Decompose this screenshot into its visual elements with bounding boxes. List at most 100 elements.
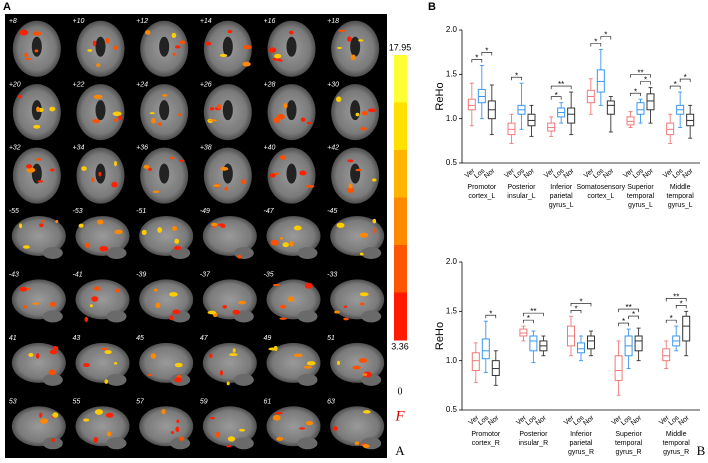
slice-label: +30	[327, 81, 339, 88]
activation	[217, 223, 225, 227]
cerebellum	[106, 373, 127, 386]
category-label: Posterior	[519, 431, 548, 438]
significance-bracket	[523, 312, 544, 317]
cerebellum	[361, 310, 382, 323]
activation	[279, 304, 287, 309]
significance-bracket	[675, 305, 687, 309]
activation	[243, 44, 252, 50]
activation	[162, 94, 168, 97]
activation	[96, 63, 101, 67]
significance-bracket	[628, 315, 639, 320]
activation	[105, 412, 114, 418]
category-label: Posterior	[507, 184, 536, 191]
significance-label: *	[594, 38, 597, 47]
activation	[361, 110, 368, 116]
ventricle	[286, 100, 297, 121]
activation	[348, 183, 353, 189]
activation	[358, 39, 364, 42]
series-label: Nor	[487, 414, 501, 427]
cerebellum	[42, 247, 63, 259]
panel-label: A	[3, 1, 11, 13]
slice-label: 61	[264, 398, 272, 405]
cerebellum	[170, 437, 191, 450]
corner-label: A	[395, 443, 405, 458]
activation	[91, 177, 95, 182]
series-label: Nor	[678, 414, 692, 427]
activation	[169, 292, 178, 297]
activation	[106, 431, 112, 437]
activation	[26, 287, 31, 291]
activation	[93, 437, 99, 443]
activation	[350, 54, 356, 61]
brain-slice	[139, 216, 194, 256]
activation	[219, 53, 228, 57]
activation	[242, 61, 251, 67]
activation	[26, 167, 36, 173]
cerebellum	[361, 247, 382, 259]
significance-bracket	[630, 92, 641, 97]
activation	[283, 102, 288, 109]
activation	[81, 166, 87, 171]
activation	[179, 40, 186, 45]
activation	[23, 245, 30, 249]
slice-label: +12	[136, 18, 148, 25]
activation	[238, 300, 246, 305]
activation	[334, 310, 341, 314]
significance-bracket	[618, 308, 639, 313]
slice-label: +42	[327, 145, 339, 152]
activation	[32, 31, 42, 36]
slice-label: -51	[136, 208, 146, 215]
slice-label: -53	[73, 208, 83, 215]
activation	[91, 296, 99, 302]
activation	[362, 444, 370, 449]
activation	[40, 418, 48, 424]
brain-slice	[202, 342, 257, 383]
activation	[37, 180, 44, 183]
colorbar-band	[394, 197, 407, 246]
activation	[115, 288, 120, 293]
activation	[343, 317, 349, 321]
significance-label: **	[530, 307, 536, 316]
activation	[172, 226, 178, 231]
slice-label: -39	[136, 272, 146, 279]
activation	[50, 168, 55, 172]
significance-label: *	[515, 71, 518, 80]
activation	[306, 361, 316, 366]
activation	[161, 408, 166, 415]
activation	[178, 436, 185, 441]
activation	[35, 353, 40, 359]
activation	[347, 36, 352, 42]
brain-slice	[330, 279, 385, 320]
cerebellum	[42, 437, 63, 450]
slice-label: 57	[136, 398, 145, 405]
box	[634, 335, 643, 352]
activation	[305, 421, 314, 426]
slice-label: 41	[9, 335, 17, 342]
category-label: gyrus_L	[628, 202, 653, 209]
activation	[336, 222, 345, 228]
category-label: parietal	[570, 440, 593, 447]
activation	[272, 57, 281, 61]
box	[682, 315, 691, 342]
significance-label: *	[574, 304, 577, 313]
activation	[143, 164, 150, 169]
box	[471, 352, 480, 372]
activation	[32, 302, 40, 305]
significance-label: *	[644, 76, 647, 85]
slice-label: +36	[136, 145, 148, 152]
activation	[336, 46, 343, 49]
activation	[303, 365, 312, 369]
slice-label: -33	[327, 272, 337, 279]
category-label: Promotor	[471, 431, 500, 438]
activation	[304, 282, 313, 289]
cerebellum	[106, 437, 127, 450]
category-label: Inferior	[570, 431, 592, 438]
activation	[215, 431, 220, 438]
activation	[289, 240, 294, 247]
category-label: insular_L	[507, 193, 536, 200]
activation	[33, 124, 41, 129]
activation	[293, 225, 302, 231]
category-label: insular_R	[519, 440, 549, 447]
activation	[213, 184, 221, 188]
panel-label: B	[428, 1, 436, 13]
